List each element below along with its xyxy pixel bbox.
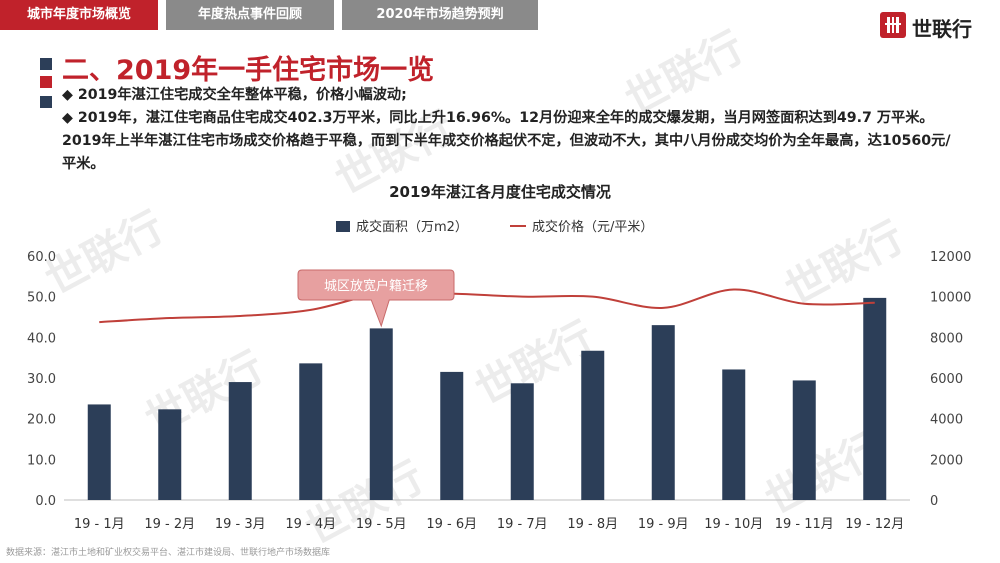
legend-bar-swatch <box>336 221 350 232</box>
bar <box>863 297 887 500</box>
top-tab-bar: 城市年度市场概览 年度热点事件回顾 2020年市场趋势预判 <box>0 0 620 30</box>
annotation-callout <box>297 269 455 328</box>
bar <box>228 382 252 500</box>
chart-title: 2019年湛江各月度住宅成交情况 <box>389 183 611 201</box>
x-tick-label: 19 - 7月 <box>497 517 548 532</box>
x-tick-label: 19 - 11月 <box>775 517 834 532</box>
y-right-tick-label: 2000 <box>930 453 963 468</box>
y-left-tick-label: 0.0 <box>35 494 56 509</box>
brand-logo: 世联行 <box>880 12 990 42</box>
y-left-tick-label: 60.0 <box>27 250 56 265</box>
shilianhang-logo-icon <box>880 12 906 38</box>
bar <box>792 380 816 500</box>
x-tick-label: 19 - 8月 <box>567 517 618 532</box>
y-left-tick-label: 10.0 <box>27 453 56 468</box>
y-left-tick-label: 20.0 <box>27 413 56 428</box>
price-line <box>99 288 875 324</box>
bullet-square <box>40 96 52 108</box>
x-tick-label: 19 - 2月 <box>144 517 195 532</box>
y-right-tick-label: 8000 <box>930 331 963 346</box>
y-left-tick-label: 30.0 <box>27 372 56 387</box>
legend-line-label: 成交价格（元/平米） <box>532 219 653 235</box>
bar <box>651 325 675 500</box>
y-right-tick-label: 6000 <box>930 372 963 387</box>
tab-annual-hot-events[interactable]: 年度热点事件回顾 <box>166 0 334 30</box>
x-tick-label: 19 - 1月 <box>74 517 125 532</box>
x-tick-label: 19 - 12月 <box>845 517 904 532</box>
x-tick-label: 19 - 6月 <box>426 517 477 532</box>
tab-city-annual-overview[interactable]: 城市年度市场概览 <box>0 0 158 30</box>
x-tick-label: 19 - 4月 <box>285 517 336 532</box>
bar <box>440 371 464 500</box>
summary-text: ◆ 2019年湛江住宅成交全年整体平稳，价格小幅波动; ◆ 2019年，湛江住宅… <box>62 84 962 176</box>
annotation-text: 城区放宽户籍迁移 <box>324 278 428 294</box>
bar <box>369 328 393 500</box>
y-right-tick-label: 10000 <box>930 291 971 306</box>
tab-2020-market-trends[interactable]: 2020年市场趋势预判 <box>342 0 538 30</box>
x-tick-label: 19 - 9月 <box>638 517 689 532</box>
y-left-tick-label: 50.0 <box>27 291 56 306</box>
x-tick-label: 19 - 3月 <box>215 517 266 532</box>
bar <box>581 350 605 500</box>
bullet-square <box>40 76 52 88</box>
bar <box>722 369 746 500</box>
x-tick-label: 19 - 5月 <box>356 517 407 532</box>
summary-paragraph: ◆ 2019年，湛江住宅商品住宅成交402.3万平米，同比上升16.96%。12… <box>62 110 951 172</box>
y-left-tick-label: 40.0 <box>27 331 56 346</box>
bar <box>299 363 323 500</box>
data-source-note: 数据来源：湛江市土地和矿业权交易平台、湛江市建设局、世联行地产市场数据库 <box>6 548 331 558</box>
y-right-tick-label: 0 <box>930 494 938 509</box>
bar <box>87 404 111 500</box>
bar <box>158 409 182 500</box>
legend-bar-label: 成交面积（万m2） <box>356 219 468 235</box>
y-right-tick-label: 12000 <box>930 250 971 265</box>
x-tick-label: 19 - 10月 <box>704 517 763 532</box>
bullet-square <box>40 58 52 70</box>
summary-paragraph: ◆ 2019年湛江住宅成交全年整体平稳，价格小幅波动; <box>62 87 407 103</box>
bar <box>510 383 534 500</box>
y-right-tick-label: 4000 <box>930 413 963 428</box>
logo-text: 世联行 <box>912 17 972 41</box>
page-title: 二、2019年一手住宅市场一览 <box>62 55 435 86</box>
monthly-transactions-chart: 0.0 10.0 20.0 30.0 40.0 50.0 60.0 0 2000 4000 600… <box>27 183 971 532</box>
